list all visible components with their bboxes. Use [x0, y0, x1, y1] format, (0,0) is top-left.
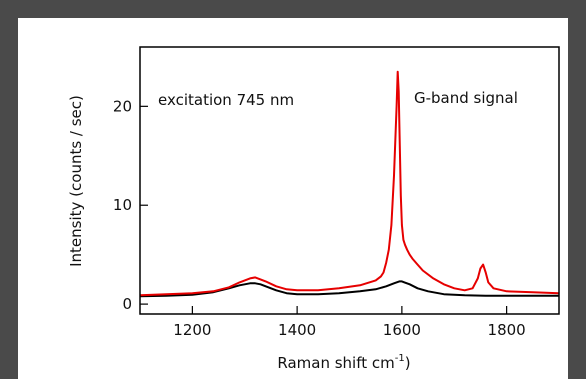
y-tick-label: 0	[122, 295, 132, 313]
x-axis-title-superscript: -1	[395, 353, 405, 364]
ticks-layer: 1200 1400 1600 1800 0 10 20	[113, 97, 526, 339]
y-tick-label: 10	[113, 196, 132, 214]
y-axis-title: Intensity (counts / sec)	[67, 95, 85, 267]
series-line-1	[139, 280, 559, 298]
x-axis-title-main: Raman shift cm	[277, 354, 394, 372]
series-layer	[139, 70, 560, 298]
x-axis-title-suffix: )	[405, 354, 411, 372]
x-axis-title: Raman shift cm-1)	[277, 353, 410, 372]
x-tick-label: 1200	[173, 321, 211, 339]
annotation-excitation: excitation 745 nm	[158, 91, 294, 109]
plot-frame	[139, 46, 560, 315]
y-tick-label: 20	[113, 97, 132, 115]
annotation-g-band: G-band signal	[414, 89, 518, 107]
x-tick-label: 1400	[278, 321, 316, 339]
x-tick-label: 1600	[383, 321, 421, 339]
series-line-0	[139, 70, 560, 297]
chart-panel: 1200 1400 1600 1800 0 10 20 excitation 745 nm …	[18, 18, 568, 379]
x-tick-label: 1800	[488, 321, 526, 339]
